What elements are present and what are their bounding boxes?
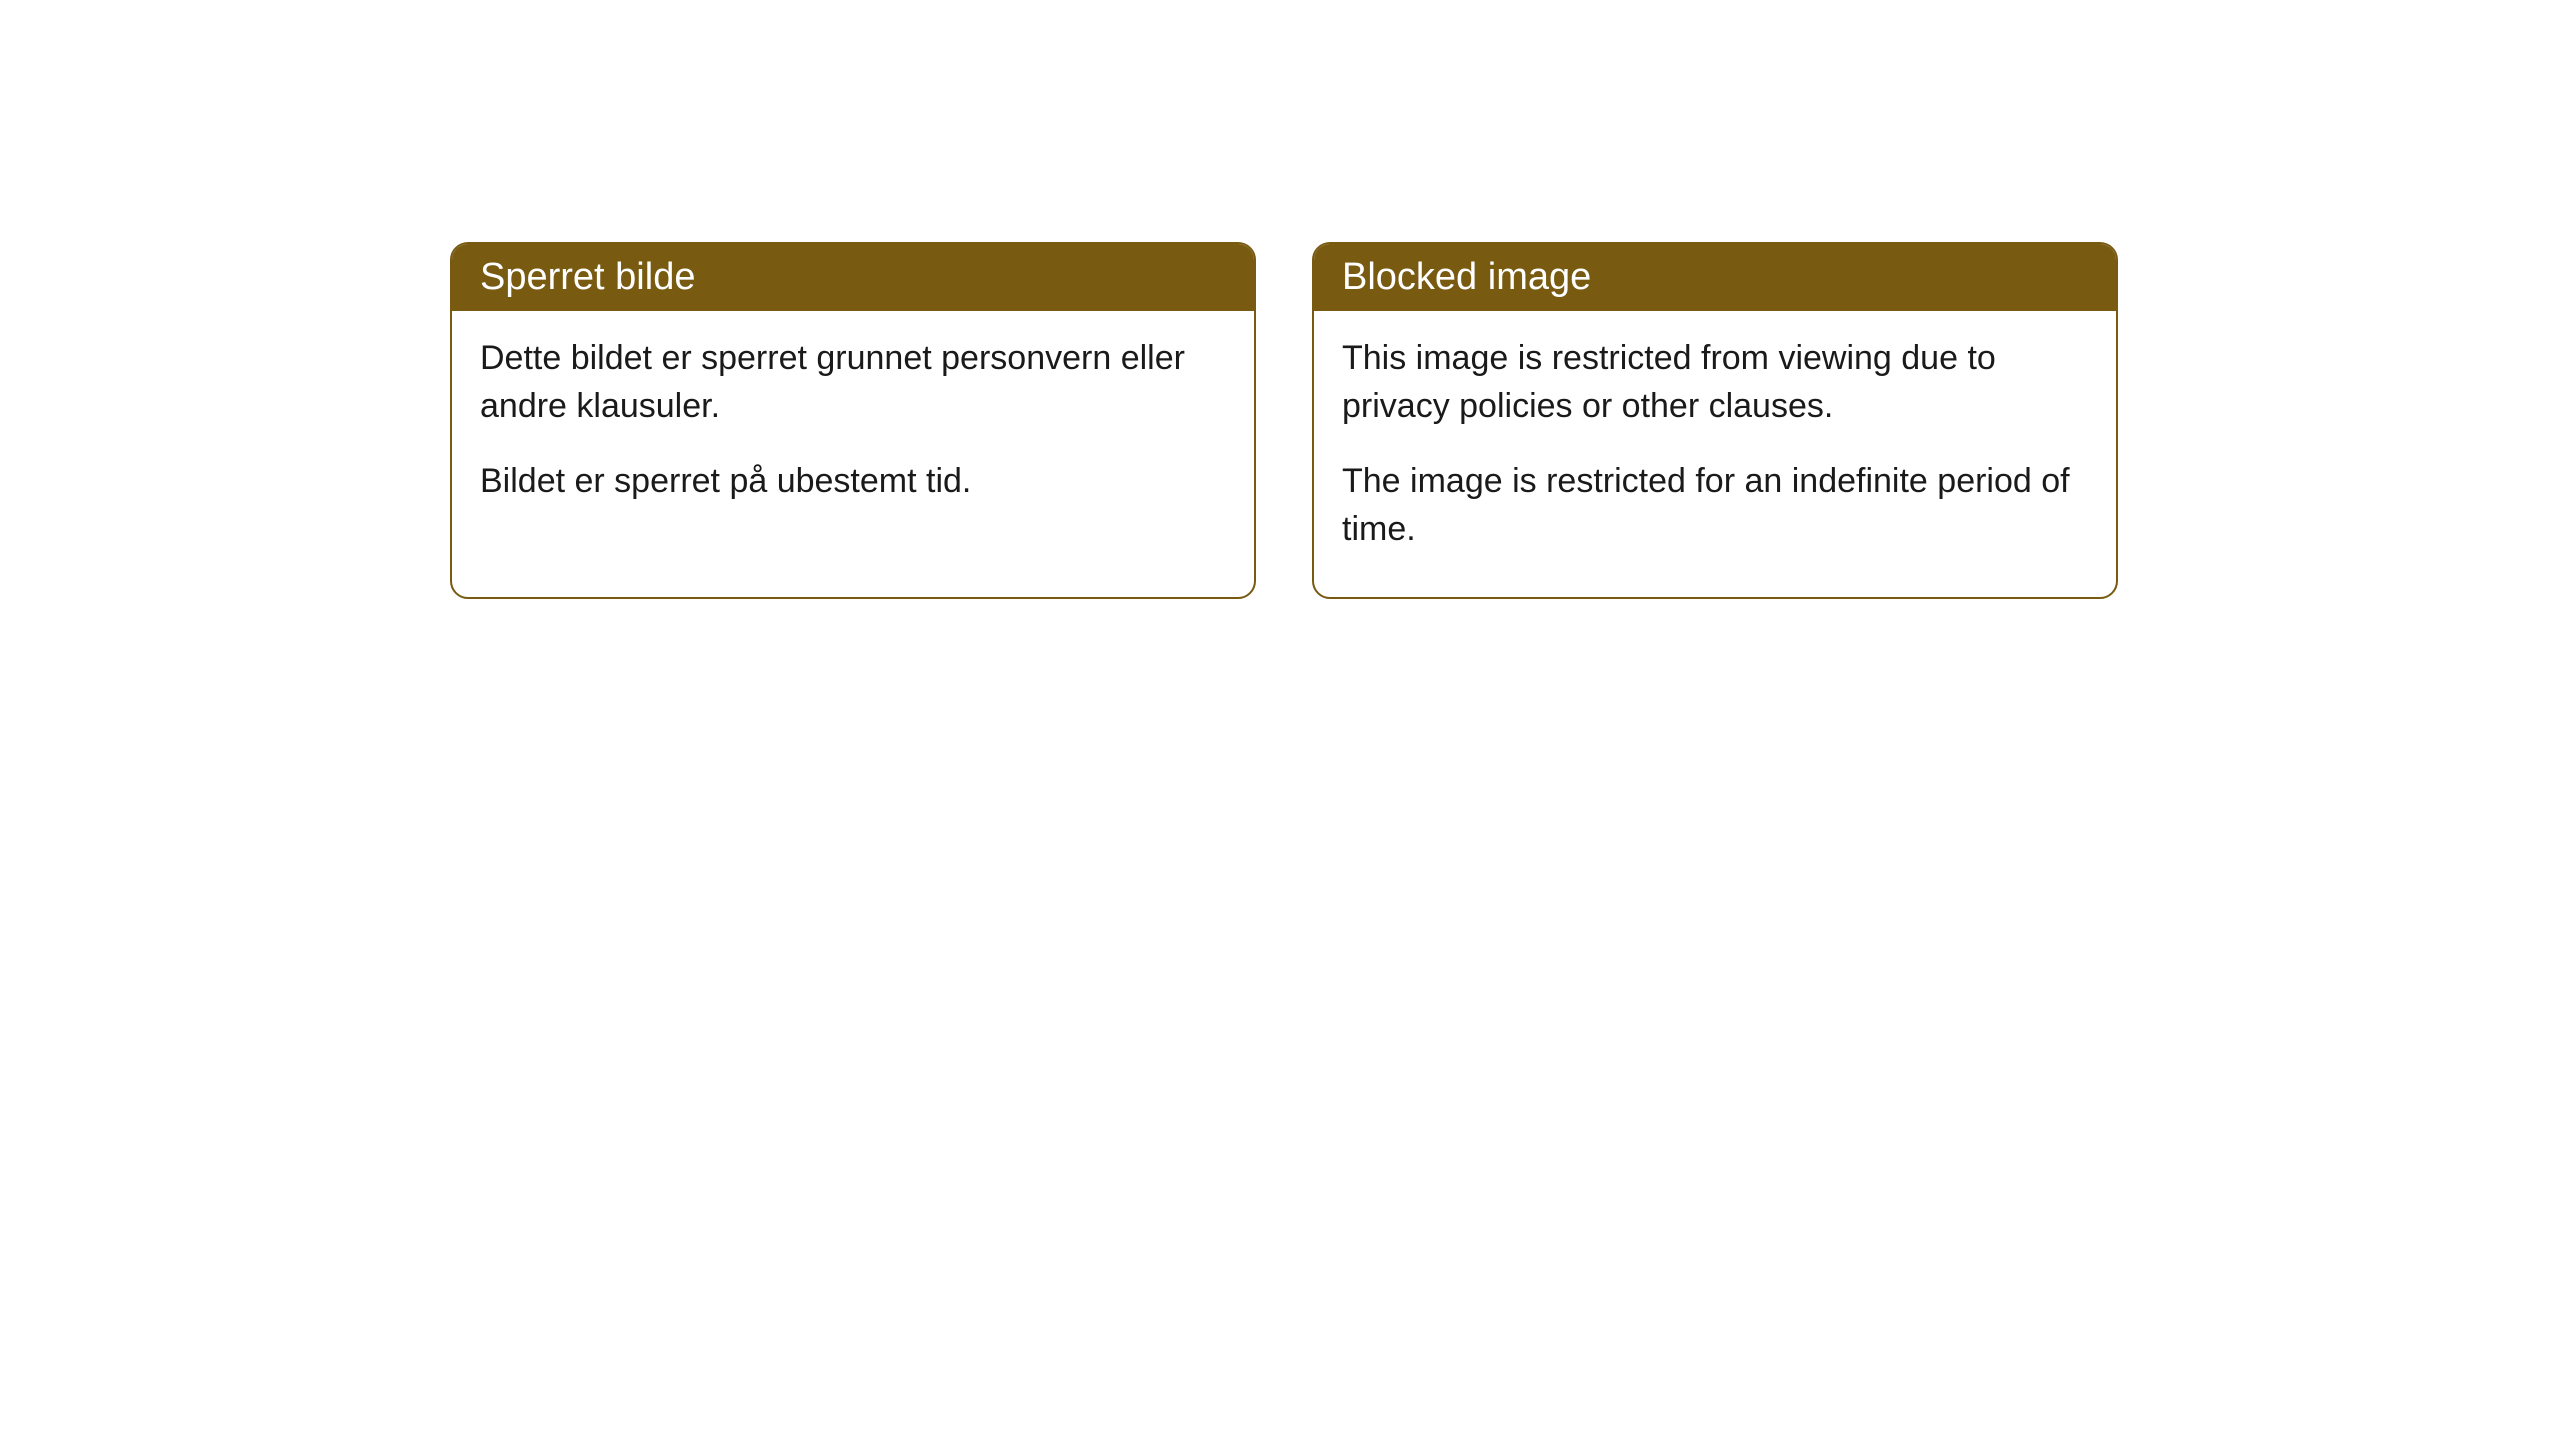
card-body-no: Dette bildet er sperret grunnet personve… <box>452 311 1254 550</box>
card-paragraph-no-1: Dette bildet er sperret grunnet personve… <box>480 335 1226 430</box>
blocked-image-card-en: Blocked image This image is restricted f… <box>1312 242 2118 599</box>
card-paragraph-en-2: The image is restricted for an indefinit… <box>1342 458 2088 553</box>
card-paragraph-en-1: This image is restricted from viewing du… <box>1342 335 2088 430</box>
card-paragraph-no-2: Bildet er sperret på ubestemt tid. <box>480 458 1226 506</box>
blocked-image-card-no: Sperret bilde Dette bildet er sperret gr… <box>450 242 1256 599</box>
card-body-en: This image is restricted from viewing du… <box>1314 311 2116 597</box>
cards-container: Sperret bilde Dette bildet er sperret gr… <box>450 242 2118 599</box>
card-header-en: Blocked image <box>1314 244 2116 311</box>
card-header-no: Sperret bilde <box>452 244 1254 311</box>
